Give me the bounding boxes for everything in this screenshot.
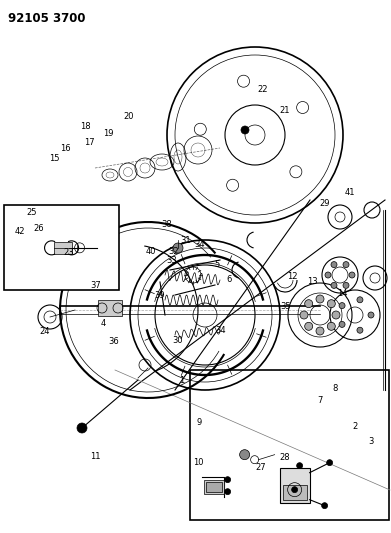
Circle shape	[305, 300, 313, 308]
Circle shape	[300, 311, 308, 319]
Circle shape	[225, 489, 231, 495]
Text: 7: 7	[317, 397, 323, 405]
Text: 8: 8	[333, 384, 338, 392]
Text: 37: 37	[90, 281, 101, 289]
Circle shape	[326, 459, 333, 466]
Text: 25: 25	[27, 208, 37, 216]
Text: 31: 31	[180, 237, 191, 245]
Text: 26: 26	[33, 224, 44, 232]
Text: 6: 6	[226, 276, 231, 284]
Text: 18: 18	[80, 123, 91, 131]
Text: 5: 5	[214, 261, 220, 269]
Bar	[98, 300, 122, 316]
Circle shape	[316, 327, 324, 335]
Text: 38: 38	[161, 221, 172, 229]
Bar	[204, 480, 224, 494]
Bar	[4, 205, 119, 290]
Circle shape	[240, 450, 249, 459]
Text: 17: 17	[84, 139, 95, 147]
Circle shape	[316, 295, 324, 303]
Text: 11: 11	[91, 452, 101, 461]
Circle shape	[331, 282, 337, 288]
Text: 1: 1	[179, 376, 185, 384]
Text: 34: 34	[194, 240, 205, 248]
Text: 20: 20	[123, 112, 133, 120]
Bar	[190, 370, 389, 520]
Circle shape	[322, 503, 328, 508]
Text: 39: 39	[154, 292, 165, 300]
Text: 4: 4	[101, 319, 106, 328]
Circle shape	[327, 300, 335, 308]
Text: 3: 3	[368, 437, 373, 446]
Text: 2: 2	[352, 422, 358, 431]
Circle shape	[339, 303, 345, 309]
Circle shape	[325, 272, 331, 278]
Text: 29: 29	[319, 199, 330, 208]
Text: 22: 22	[258, 85, 268, 94]
Text: 19: 19	[104, 129, 114, 138]
Text: 35: 35	[280, 302, 291, 311]
Bar	[54, 242, 72, 254]
Text: 36: 36	[108, 337, 119, 345]
Circle shape	[292, 487, 298, 492]
Circle shape	[331, 262, 337, 268]
Circle shape	[343, 262, 349, 268]
Text: 40: 40	[145, 247, 156, 256]
Circle shape	[339, 321, 345, 327]
Text: 24: 24	[40, 327, 50, 336]
Text: 23: 23	[63, 248, 74, 256]
Circle shape	[77, 423, 87, 433]
Text: 27: 27	[256, 464, 267, 472]
Bar	[283, 484, 307, 499]
Bar	[206, 482, 222, 491]
Text: 30: 30	[172, 336, 183, 344]
Text: 34: 34	[215, 326, 226, 335]
Text: 41: 41	[345, 189, 355, 197]
Text: 28: 28	[279, 453, 290, 462]
Text: 16: 16	[60, 144, 71, 152]
Circle shape	[332, 311, 340, 319]
Text: 92105 3700: 92105 3700	[8, 12, 86, 25]
Circle shape	[357, 327, 363, 333]
Circle shape	[173, 243, 183, 253]
Text: 33: 33	[167, 256, 178, 264]
Circle shape	[241, 126, 249, 134]
Circle shape	[225, 477, 231, 483]
Text: 12: 12	[287, 272, 298, 280]
Text: 42: 42	[15, 228, 25, 236]
Circle shape	[305, 322, 313, 330]
Circle shape	[327, 322, 335, 330]
Circle shape	[368, 312, 374, 318]
Text: 10: 10	[194, 458, 204, 467]
Text: 21: 21	[280, 107, 290, 115]
Text: 15: 15	[50, 155, 60, 163]
Circle shape	[349, 272, 355, 278]
Circle shape	[297, 463, 303, 469]
Text: 14: 14	[337, 289, 347, 297]
Text: 9: 9	[196, 418, 201, 426]
Bar	[280, 467, 310, 503]
Circle shape	[343, 282, 349, 288]
Text: 32: 32	[169, 247, 179, 256]
Circle shape	[357, 297, 363, 303]
Text: 13: 13	[307, 277, 317, 286]
